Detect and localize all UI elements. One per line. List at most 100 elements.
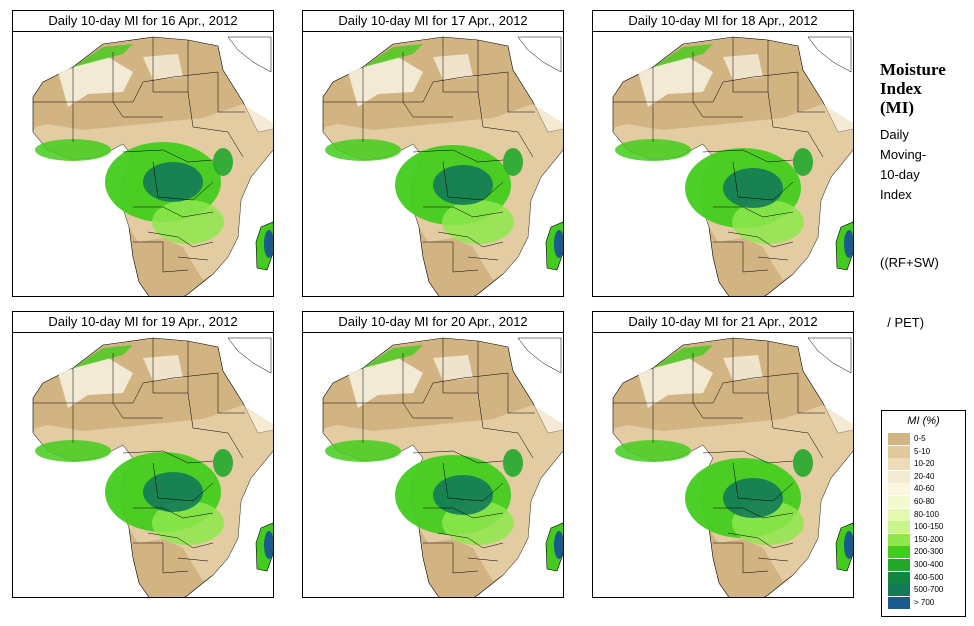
map-panel-title: Daily 10-day MI for 20 Apr., 2012 xyxy=(302,311,564,333)
country-border xyxy=(72,52,163,142)
extreme-wet-zone xyxy=(844,230,853,258)
legend-label: 20-40 xyxy=(914,471,935,481)
very-wet-zone xyxy=(213,148,233,176)
country-border xyxy=(122,149,214,201)
legend-swatch xyxy=(888,508,910,522)
legend-label: > 700 xyxy=(914,597,935,607)
north-coast-wet-zone xyxy=(653,44,713,67)
wet-zone xyxy=(442,200,514,244)
legend-item: 150-200 xyxy=(888,533,964,547)
country-border xyxy=(772,373,825,459)
legend-label: 10-20 xyxy=(914,459,935,469)
legend-swatch xyxy=(888,559,910,572)
country-border xyxy=(423,507,504,549)
country-border xyxy=(362,353,453,443)
map-panel-title: Daily 10-day MI for 21 Apr., 2012 xyxy=(592,311,854,333)
legend-swatch xyxy=(888,470,910,484)
wet-zone xyxy=(732,200,804,244)
africa-mi-map xyxy=(302,31,564,297)
map-panel: Daily 10-day MI for 19 Apr., 2012 xyxy=(12,311,274,598)
north-coast-wet-zone xyxy=(363,345,423,368)
arabia-outline xyxy=(517,36,562,73)
legend-label: 200-300 xyxy=(914,547,944,557)
country-border xyxy=(482,373,535,459)
legend-item: 5-10 xyxy=(888,445,964,459)
index-desc-line: Index xyxy=(880,187,912,202)
index-title: Moisture Index (MI) xyxy=(880,60,972,117)
wet-zone xyxy=(35,440,111,462)
index-formula-line: ((RF+SW) xyxy=(880,255,939,270)
legend-swatch xyxy=(888,533,910,547)
country-border xyxy=(713,241,789,273)
legend-swatch xyxy=(888,584,910,598)
wet-zone xyxy=(152,501,224,545)
wet-zone xyxy=(325,139,401,161)
index-description: Moisture Index (MI) Daily Moving- 10-day… xyxy=(880,60,972,373)
very-wet-zone xyxy=(503,148,523,176)
legend-label: 400-500 xyxy=(914,572,944,582)
sahara-dry-zone xyxy=(58,358,133,408)
map-panel-title: Daily 10-day MI for 19 Apr., 2012 xyxy=(12,311,274,333)
sahara-dry-zone xyxy=(348,57,423,107)
extreme-wet-zone xyxy=(264,531,273,559)
very-wet-zone xyxy=(433,165,493,205)
legend-item: 200-300 xyxy=(888,546,964,560)
map-panel-title: Daily 10-day MI for 18 Apr., 2012 xyxy=(592,10,854,32)
legend-label: 40-60 xyxy=(914,484,935,494)
country-border xyxy=(423,241,499,273)
country-border xyxy=(732,338,774,429)
arabia-outline xyxy=(807,36,852,73)
country-border xyxy=(122,450,214,502)
arabia-outline xyxy=(227,337,272,374)
wet-zone xyxy=(615,440,691,462)
country-border xyxy=(72,353,163,443)
country-border xyxy=(713,206,794,248)
country-border xyxy=(713,507,794,549)
index-desc-line: 10-day xyxy=(880,167,920,182)
africa-mi-map xyxy=(302,332,564,598)
legend-item: 500-700 xyxy=(888,584,964,598)
country-border xyxy=(442,338,484,429)
very-wet-zone xyxy=(143,472,203,512)
sahara-dry-zone xyxy=(348,358,423,408)
wet-zone xyxy=(152,200,224,244)
africa-mi-map xyxy=(12,31,274,297)
country-border xyxy=(412,149,504,201)
africa-mi-map xyxy=(592,332,854,598)
index-title-line: Index xyxy=(880,79,922,98)
sahara-dry-zone xyxy=(638,57,713,107)
north-coast-wet-zone xyxy=(73,345,133,368)
country-border xyxy=(192,373,245,459)
legend-label: 60-80 xyxy=(914,497,935,506)
legend-label: 0-5 xyxy=(914,434,926,443)
sahara-dry-zone xyxy=(638,358,713,408)
mi-legend: MI (%) 0-5 5-10 10-20 20-40 40-60 60-80 80-100… xyxy=(881,410,966,617)
country-border xyxy=(412,450,504,502)
legend-item: 20-40 xyxy=(888,470,964,484)
legend-item: 40-60 xyxy=(888,483,964,497)
very-wet-zone xyxy=(143,162,203,202)
legend-label: 300-400 xyxy=(914,560,944,569)
legend-swatch xyxy=(888,496,910,509)
country-border xyxy=(482,72,535,158)
arabia-outline xyxy=(517,337,562,374)
sahara-dry-zone xyxy=(58,57,133,107)
map-panel-title: Daily 10-day MI for 16 Apr., 2012 xyxy=(12,10,274,32)
legend-swatch xyxy=(888,546,910,560)
map-panel-title: Daily 10-day MI for 17 Apr., 2012 xyxy=(302,10,564,32)
country-border xyxy=(652,52,743,142)
map-panel: Daily 10-day MI for 16 Apr., 2012 xyxy=(12,10,274,297)
country-border xyxy=(192,72,245,158)
north-coast-wet-zone xyxy=(653,345,713,368)
wet-zone xyxy=(35,139,111,161)
index-formula-line: / PET) xyxy=(880,315,925,330)
very-wet-zone xyxy=(723,168,783,208)
very-wet-zone xyxy=(723,478,783,518)
legend-label: 500-700 xyxy=(914,585,944,595)
north-coast-wet-zone xyxy=(363,44,423,67)
very-wet-zone xyxy=(503,449,523,477)
legend-label: 5-10 xyxy=(914,446,931,456)
legend-item: 400-500 xyxy=(888,571,964,585)
country-border xyxy=(152,338,194,429)
country-border xyxy=(133,542,209,574)
